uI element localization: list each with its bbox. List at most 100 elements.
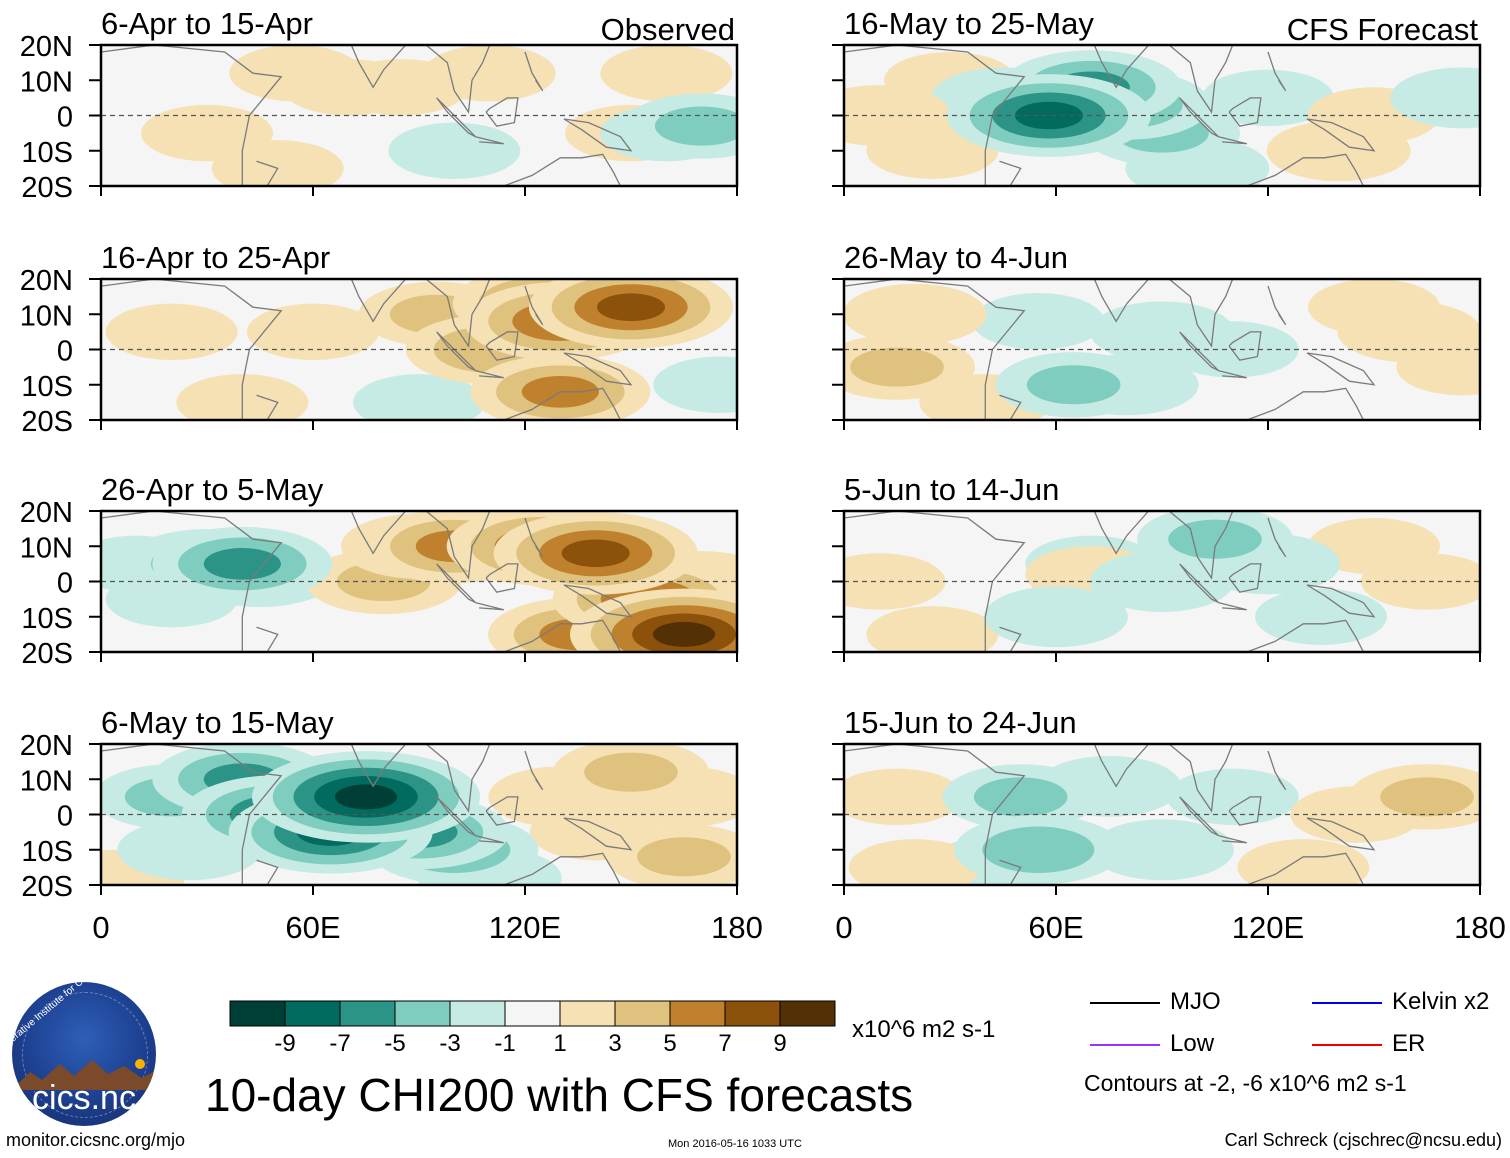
logo-brand: cics.nc (32, 1079, 136, 1117)
anomaly-blob (844, 283, 987, 345)
coastline (1168, 511, 1234, 580)
anomaly-blob (1202, 69, 1334, 127)
y-tick-label: 10S (21, 603, 73, 635)
x-tick-label: 60E (1028, 910, 1083, 945)
anomaly-blob (1237, 839, 1370, 885)
coastline (1306, 817, 1376, 851)
anomaly-blob (203, 548, 281, 580)
y-tick-label: 0 (57, 568, 73, 600)
coastline (1218, 136, 1247, 145)
legend-line-kelvin-x2 (1312, 1002, 1382, 1004)
panel-4: 6-May to 15-May (99, 705, 739, 887)
mountain-icon (12, 1059, 156, 1090)
coastline (475, 369, 504, 379)
panel-period-label: 6-May to 15-May (101, 705, 334, 740)
coastline (1228, 796, 1262, 826)
coastline (485, 97, 519, 127)
coastline (1228, 331, 1262, 361)
coastline (563, 584, 633, 618)
coastline (1246, 619, 1364, 652)
colorbar-units: x10^6 m2 s-1 (852, 1016, 996, 1043)
coastline (1168, 45, 1234, 114)
anomaly-blob (653, 356, 737, 413)
coastline (503, 852, 621, 885)
y-tick-label: 10N (20, 300, 73, 332)
coastline (563, 118, 633, 152)
colorbar-swatch (449, 1000, 506, 1027)
anomaly-field (141, 45, 737, 186)
anomaly-blob (866, 606, 999, 652)
anomaly-blob (353, 374, 485, 420)
anomaly-blob (1166, 768, 1299, 826)
coastline (1093, 744, 1150, 788)
colorbar-swatch (669, 1000, 726, 1027)
y-tick-label: 20S (21, 871, 73, 903)
colorbar-level-label: 7 (718, 1030, 732, 1057)
cics-logo: Cooperative Institute for Climate and Sa… (12, 982, 156, 1126)
coastline (256, 859, 279, 885)
coastline (1246, 387, 1364, 420)
anomaly-blob (561, 539, 630, 568)
anomaly-blob (844, 553, 946, 610)
anomaly-blob (637, 837, 731, 877)
coastline (425, 744, 491, 813)
panel-8: 15-Jun to 24-Jun (842, 705, 1482, 887)
figure-title: 10-day CHI200 with CFS forecasts (205, 1069, 914, 1121)
colorbar-level-label: 3 (608, 1030, 622, 1057)
colorbar-swatch (339, 1000, 396, 1027)
coastline (1306, 584, 1376, 618)
colorbar-level-label: -3 (439, 1030, 461, 1057)
anomaly-blob (247, 303, 379, 361)
colorbar-swatch (229, 1000, 286, 1027)
coastline (1246, 852, 1364, 885)
x-tick-label: 120E (1232, 910, 1304, 945)
anomaly-blob (1255, 588, 1387, 645)
coastline (425, 511, 491, 580)
anomaly-blob (600, 45, 733, 102)
colorbar-swatch (614, 1000, 671, 1027)
anomaly-blob (1390, 67, 1480, 129)
anomaly-blob (334, 784, 398, 810)
coastline (1267, 750, 1287, 791)
x-tick-label: 0 (92, 910, 109, 945)
coastline (436, 331, 476, 372)
coastline (1179, 331, 1219, 372)
anomaly-blob (1014, 101, 1083, 130)
colorbar-swatch (394, 1000, 451, 1027)
coastline (1218, 601, 1247, 611)
footer-author: Carl Schreck (cjschrec@ncsu.edu) (1224, 1130, 1502, 1150)
anomaly-blob (335, 59, 468, 116)
panel-period-label: 26-May to 4-Jun (844, 240, 1068, 275)
coastline (1179, 796, 1219, 837)
footer-url: monitor.cicsnc.org/mjo (6, 1130, 186, 1150)
contour-note: Contours at -2, -6 x10^6 m2 s-1 (1084, 1070, 1407, 1096)
colorbar-swatch (724, 1000, 781, 1027)
coastline (485, 796, 519, 826)
coastline (1228, 563, 1262, 593)
x-tick-label: 180 (1454, 910, 1506, 945)
panel-period-label: 26-Apr to 5-May (101, 472, 324, 507)
coastline (999, 626, 1022, 652)
colorbar-level-label: -7 (329, 1030, 351, 1057)
panel-period-label: 6-Apr to 15-Apr (101, 6, 313, 41)
anomaly-blob (597, 293, 665, 322)
anomaly-blob (584, 752, 678, 792)
panel-5: 16-May to 25-May CFS Forecast (842, 6, 1482, 188)
coastline (350, 744, 407, 788)
anomaly-field (844, 50, 1480, 186)
coastline (999, 859, 1022, 885)
anomaly-blob (654, 106, 737, 146)
coastline (1267, 285, 1287, 326)
anomaly-field (844, 511, 1480, 652)
anomaly-blob (984, 586, 1128, 648)
y-tick-label: 20N (20, 730, 73, 762)
y-tick-label: 0 (57, 336, 73, 368)
coastline (475, 601, 504, 611)
y-tick-label: 10N (20, 532, 73, 564)
anomaly-blob (844, 768, 963, 826)
anomaly-blob (1337, 301, 1480, 363)
anomaly-blob (1090, 819, 1234, 881)
logo-ring (22, 992, 148, 1118)
anomaly-blob (1090, 301, 1234, 363)
coastline (256, 394, 279, 420)
